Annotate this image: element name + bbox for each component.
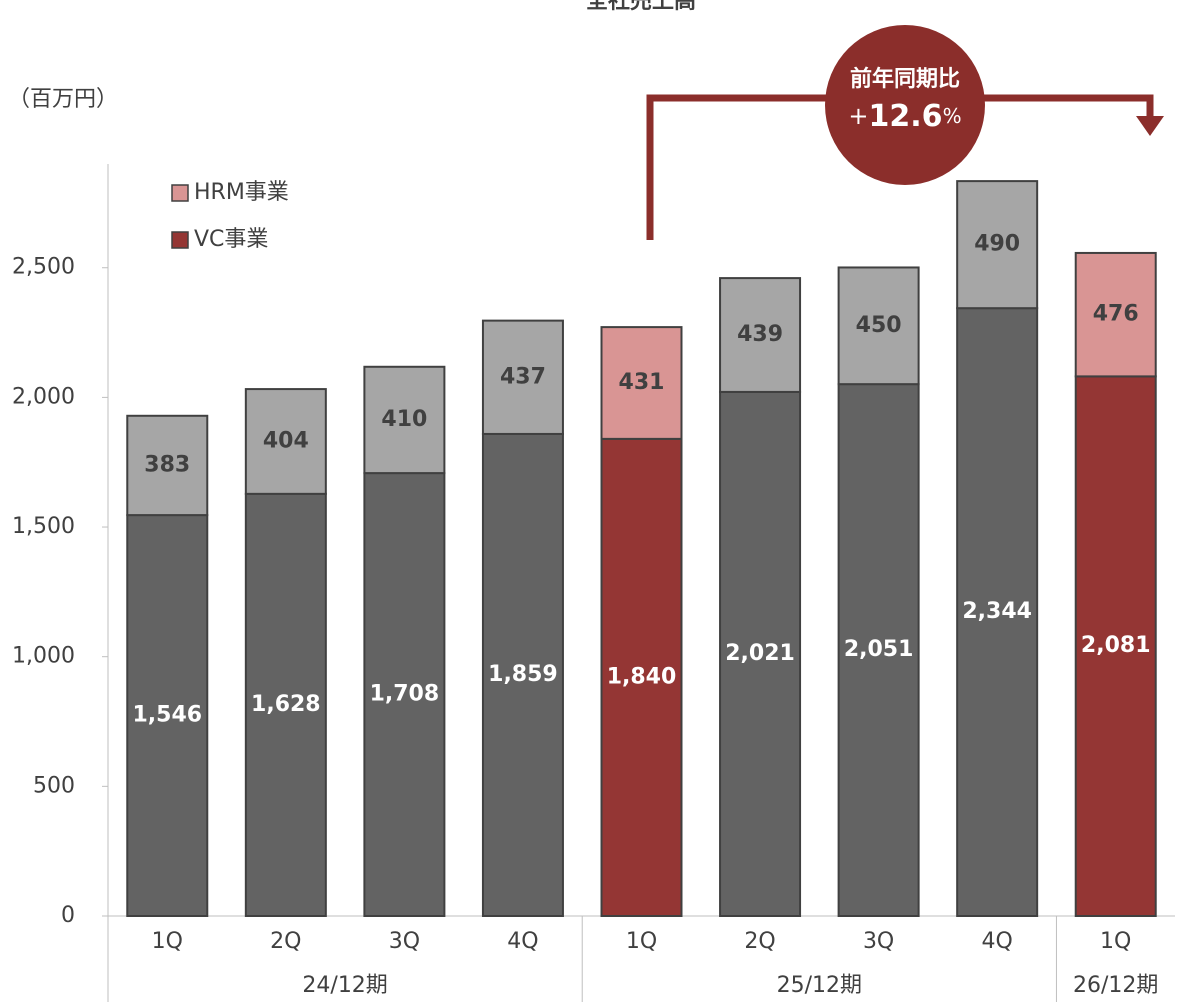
bar-segment <box>244 492 327 917</box>
data-label: 439 <box>737 322 783 347</box>
legend-label: VC事業 <box>194 227 268 252</box>
bar-segment <box>126 514 209 917</box>
bar-segment <box>837 383 920 917</box>
data-label: 2,051 <box>844 637 914 662</box>
x-tick-label: 1Q <box>1100 929 1131 954</box>
x-tick-label: 1Q <box>152 929 183 954</box>
badge-value: +12.6% <box>848 99 961 134</box>
data-label: 404 <box>263 428 309 453</box>
arrow-head <box>1136 116 1164 136</box>
data-label: 1,859 <box>488 662 558 687</box>
bar-segment <box>837 266 920 386</box>
legend-swatch <box>171 231 189 249</box>
bar-segment <box>363 472 446 917</box>
sign: + <box>848 102 868 130</box>
bar-segment <box>600 326 683 440</box>
x-tick-label: 4Q <box>982 929 1013 954</box>
bar-segment <box>244 388 327 495</box>
group-label: 25/12期 <box>777 973 862 998</box>
y-tick-label: 500 <box>33 773 75 798</box>
y-tick-label: 2,000 <box>12 384 75 409</box>
data-label: 1,840 <box>607 664 677 689</box>
y-tick-label: 1,000 <box>12 644 75 669</box>
unit: % <box>943 104 962 128</box>
bar-segment <box>1074 375 1157 917</box>
y-tick-label: 1,500 <box>12 514 75 539</box>
bar-segment <box>956 307 1039 917</box>
data-label: 383 <box>144 452 190 477</box>
x-tick-label: 2Q <box>270 929 301 954</box>
data-label: 1,628 <box>251 692 321 717</box>
x-tick-label: 4Q <box>507 929 538 954</box>
x-tick-label: 1Q <box>626 929 657 954</box>
data-label: 1,708 <box>370 682 440 707</box>
unit-label: （百万円） <box>8 87 118 112</box>
y-tick-label: 2,500 <box>12 255 75 280</box>
data-label: 410 <box>381 407 427 432</box>
bar-segment <box>1074 251 1157 378</box>
data-label: 476 <box>1093 302 1139 327</box>
x-tick-label: 2Q <box>744 929 775 954</box>
legend-swatch <box>171 184 189 202</box>
group-label: 26/12期 <box>1073 973 1158 998</box>
badge-title: 前年同期比 <box>850 66 960 92</box>
data-label: 431 <box>619 370 665 395</box>
x-tick-label: 3Q <box>389 929 420 954</box>
group-label: 24/12期 <box>302 973 387 998</box>
bar-segment <box>481 319 564 435</box>
bar-segment <box>956 180 1039 310</box>
legend-label: HRM事業 <box>194 180 289 205</box>
data-label: 2,081 <box>1081 633 1151 658</box>
bar-segment <box>126 414 209 517</box>
x-tick-label: 3Q <box>863 929 894 954</box>
value: 12.6 <box>869 99 943 134</box>
data-label: 450 <box>856 313 902 338</box>
bar-segment <box>600 437 683 917</box>
bar-segment <box>363 365 446 475</box>
data-label: 437 <box>500 364 546 389</box>
data-label: 2,344 <box>962 599 1032 624</box>
badge <box>825 25 985 185</box>
data-label: 1,546 <box>132 703 202 728</box>
chart-title: 全社売上高 <box>585 0 696 14</box>
y-tick-label: 0 <box>61 903 75 928</box>
data-label: 2,021 <box>725 641 795 666</box>
data-label: 490 <box>974 232 1020 257</box>
bar-segment <box>719 277 802 393</box>
